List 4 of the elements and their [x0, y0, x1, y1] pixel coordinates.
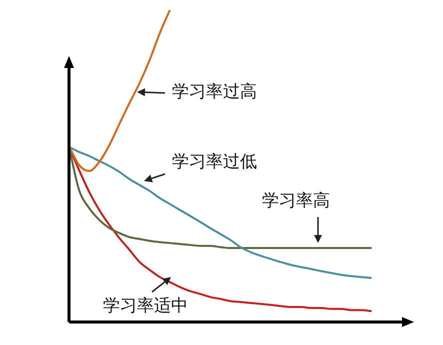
- annotation: 学习率高: [262, 191, 330, 211]
- annotation: 学习率过高: [172, 82, 257, 102]
- annotation: 学习率适中: [103, 296, 188, 316]
- annotation: 学习率过低: [172, 152, 257, 172]
